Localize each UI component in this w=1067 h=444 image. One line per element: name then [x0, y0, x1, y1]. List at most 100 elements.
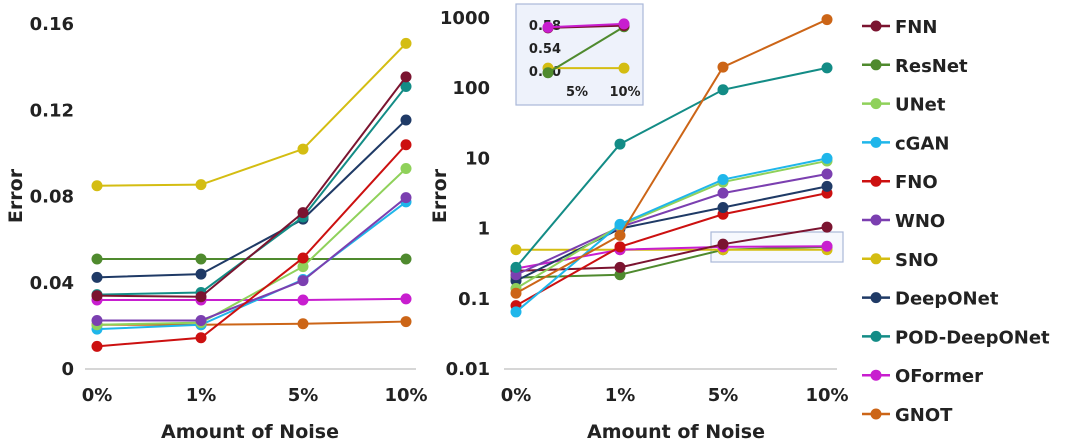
data-point-gnot	[297, 318, 309, 330]
x-tick-label: 0%	[501, 385, 532, 406]
series-line-deeponet	[515, 185, 828, 282]
legend-swatch-marker-pod-deeponet	[870, 330, 882, 342]
y-tick-label: 0.12	[30, 100, 74, 121]
inset-data-point-oformer	[618, 18, 630, 30]
x-tick-label: 1%	[186, 385, 217, 406]
y-tick-label: 0.01	[446, 359, 490, 380]
data-point-resnet	[91, 253, 103, 265]
data-point-oformer	[400, 293, 412, 305]
data-point-sno	[297, 143, 309, 155]
data-point-deeponet	[91, 271, 103, 283]
legend: FNN ResNet UNet cGAN FNO WNO SNO DeepONet POD-De…	[862, 17, 1050, 426]
series-line-cgan	[515, 157, 828, 313]
data-point-resnet	[195, 253, 207, 265]
series-line-gnot	[515, 18, 828, 295]
data-point-fno	[195, 332, 207, 344]
data-point-deeponet	[400, 114, 412, 126]
x-tick-label: 5%	[708, 385, 739, 406]
legend-label-oformer: OFormer	[895, 366, 983, 387]
data-point-unet	[400, 162, 412, 174]
y-tick-label: 10	[465, 148, 490, 169]
data-point-wno	[297, 275, 309, 287]
data-point-gnot	[510, 287, 522, 299]
right-log-line-chart: 0.01 0.1 1 10 100 1000 0% 1% 5% 10% Amount of Nois…	[429, 8, 849, 443]
inset-series-line-oformer	[547, 22, 625, 29]
series-line-pod-deeponet	[515, 66, 828, 269]
series-line-wno	[515, 172, 828, 276]
legend-swatch-marker-cgan	[870, 136, 882, 148]
inset-data-point-sno	[618, 62, 630, 74]
y-axis-title: Error	[5, 168, 27, 223]
series-line-wno	[97, 196, 407, 322]
y-tick-label: 0.1	[458, 289, 490, 310]
series-line-fno	[96, 144, 407, 348]
legend-swatch-marker-sno	[870, 253, 882, 265]
data-point-pod-deeponet	[821, 62, 833, 74]
series-line-deeponet	[96, 119, 407, 279]
legend-label-unet: UNet	[895, 95, 946, 116]
legend-swatch-marker-resnet	[870, 59, 882, 71]
data-point-fno	[91, 340, 103, 352]
data-point-cgan	[614, 218, 626, 230]
data-point-pod-deeponet	[510, 261, 522, 273]
legend-label-gnot: GNOT	[895, 405, 953, 426]
legend-swatch-marker-wno	[870, 214, 882, 226]
data-point-oformer	[821, 240, 833, 252]
data-point-fnn	[297, 207, 309, 219]
series-line-pod-deeponet	[96, 85, 407, 296]
data-point-deeponet	[717, 201, 729, 213]
legend-label-wno: WNO	[895, 211, 945, 232]
x-axis-title: Amount of Noise	[587, 421, 765, 443]
data-point-fnn	[91, 290, 103, 302]
data-point-fnn	[717, 238, 729, 250]
y-tick-label: 100	[452, 78, 490, 99]
inset-y-tick-label: 0.54	[529, 42, 561, 57]
data-point-wno	[821, 168, 833, 180]
data-point-gnot	[717, 61, 729, 73]
data-point-cgan	[717, 174, 729, 186]
x-tick-label: 10%	[805, 385, 848, 406]
data-point-sno	[510, 244, 522, 256]
y-tick-label: 0	[61, 359, 74, 380]
inset-data-point-resnet	[542, 67, 554, 79]
data-point-cgan	[510, 306, 522, 318]
data-point-deeponet	[195, 268, 207, 280]
y-tick-label: 1	[477, 219, 490, 240]
data-point-gnot	[614, 229, 626, 241]
data-point-gnot	[821, 14, 833, 26]
data-point-gnot	[400, 316, 412, 328]
x-tick-label: 1%	[605, 385, 636, 406]
data-point-fnn	[614, 261, 626, 273]
data-point-cgan	[821, 152, 833, 164]
data-point-wno	[91, 314, 103, 326]
series-line-cgan	[96, 201, 407, 331]
data-point-pod-deeponet	[400, 81, 412, 93]
data-point-wno	[195, 314, 207, 326]
data-point-pod-deeponet	[614, 138, 626, 150]
inset-zoom-chart: 0.500.540.585%10%	[515, 3, 644, 106]
data-point-sno	[400, 37, 412, 49]
y-tick-label: 0.08	[30, 187, 74, 208]
data-point-wno	[400, 192, 412, 204]
data-point-deeponet	[821, 180, 833, 192]
legend-label-fnn: FNN	[895, 17, 937, 38]
data-point-oformer	[297, 294, 309, 306]
data-point-pod-deeponet	[717, 84, 729, 96]
legend-swatch-marker-oformer	[870, 369, 882, 381]
legend-swatch-marker-fnn	[870, 20, 882, 32]
legend-swatch-marker-gnot	[870, 408, 882, 420]
inset-data-point-oformer	[542, 21, 554, 33]
legend-label-deeponet: DeepONet	[895, 289, 999, 310]
legend-swatch-marker-deeponet	[870, 292, 882, 304]
legend-label-resnet: ResNet	[895, 56, 968, 77]
data-point-unet	[297, 261, 309, 273]
legend-label-fno: FNO	[895, 172, 938, 193]
series-line-sno	[96, 42, 407, 187]
legend-swatch-marker-unet	[870, 98, 882, 110]
data-point-sno	[91, 180, 103, 192]
data-point-fnn	[821, 221, 833, 233]
y-axis-title: Error	[429, 168, 451, 223]
legend-label-sno: SNO	[895, 250, 938, 271]
y-tick-label: 0.04	[30, 273, 74, 294]
